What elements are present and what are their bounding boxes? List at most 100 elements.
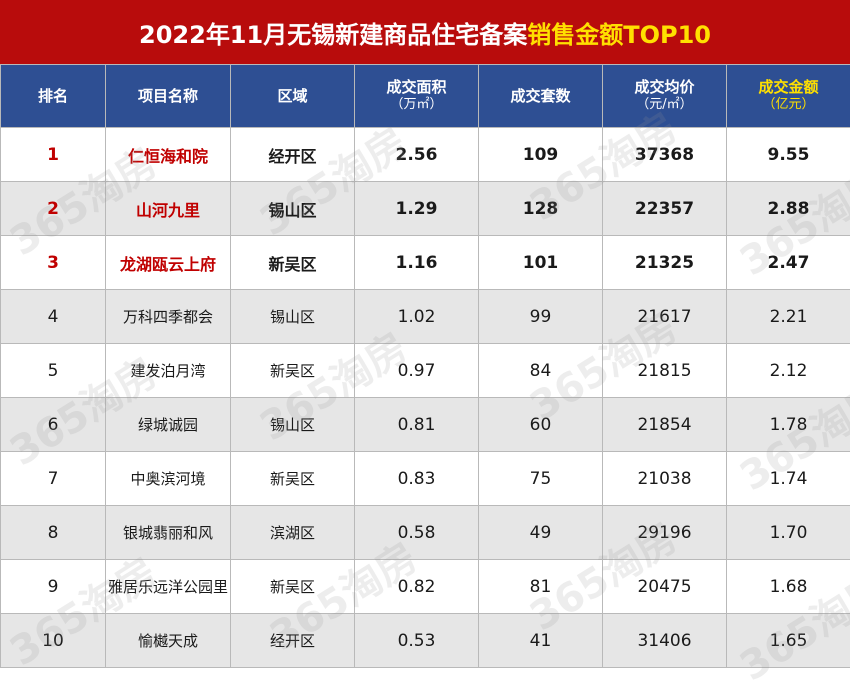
cell-area: 新吴区 <box>231 236 355 290</box>
cell-area: 经开区 <box>231 614 355 668</box>
header-floor-area: 成交面积 （万㎡） <box>355 65 479 128</box>
cell-name: 龙湖瓯云上府 <box>106 236 231 290</box>
cell-avg-price: 21038 <box>603 452 727 506</box>
cell-floor-area: 0.81 <box>355 398 479 452</box>
header-floor-area-unit: （万㎡） <box>355 96 478 114</box>
title-main: 2022年11月无锡新建商品住宅备案 <box>139 15 527 50</box>
cell-avg-price: 21815 <box>603 344 727 398</box>
cell-amount: 2.21 <box>727 290 850 344</box>
cell-floor-area: 1.02 <box>355 290 479 344</box>
title-highlight: 销售金额TOP10 <box>527 15 711 50</box>
cell-area: 锡山区 <box>231 182 355 236</box>
header-amount-unit: （亿元） <box>727 96 850 114</box>
header-row: 排名 项目名称 区域 成交面积 （万㎡） 成交套数 成交均价 （元/㎡） 成交金… <box>1 65 850 128</box>
cell-area: 新吴区 <box>231 452 355 506</box>
cell-area: 滨湖区 <box>231 506 355 560</box>
cell-rank: 1 <box>1 128 106 182</box>
cell-rank: 7 <box>1 452 106 506</box>
cell-area: 锡山区 <box>231 290 355 344</box>
cell-amount: 2.88 <box>727 182 850 236</box>
cell-amount: 1.68 <box>727 560 850 614</box>
cell-area: 锡山区 <box>231 398 355 452</box>
cell-units: 128 <box>479 182 603 236</box>
cell-floor-area: 1.16 <box>355 236 479 290</box>
header-amount: 成交金额 （亿元） <box>727 65 850 128</box>
header-avg-price-label: 成交均价 <box>634 78 694 96</box>
header-floor-area-label: 成交面积 <box>386 78 446 96</box>
chart-title: 2022年11月无锡新建商品住宅备案销售金额TOP10 <box>0 0 850 64</box>
cell-units: 41 <box>479 614 603 668</box>
cell-units: 109 <box>479 128 603 182</box>
cell-name: 雅居乐远洋公园里 <box>106 560 231 614</box>
cell-rank: 10 <box>1 614 106 668</box>
cell-rank: 6 <box>1 398 106 452</box>
cell-amount: 2.47 <box>727 236 850 290</box>
cell-area: 新吴区 <box>231 560 355 614</box>
header-name: 项目名称 <box>106 65 231 128</box>
cell-name: 万科四季都会 <box>106 290 231 344</box>
cell-units: 60 <box>479 398 603 452</box>
cell-amount: 1.74 <box>727 452 850 506</box>
cell-area: 经开区 <box>231 128 355 182</box>
cell-amount: 1.65 <box>727 614 850 668</box>
cell-rank: 2 <box>1 182 106 236</box>
cell-avg-price: 37368 <box>603 128 727 182</box>
cell-amount: 1.78 <box>727 398 850 452</box>
cell-rank: 3 <box>1 236 106 290</box>
cell-rank: 8 <box>1 506 106 560</box>
cell-units: 75 <box>479 452 603 506</box>
cell-amount: 1.70 <box>727 506 850 560</box>
cell-rank: 5 <box>1 344 106 398</box>
cell-rank: 9 <box>1 560 106 614</box>
cell-units: 81 <box>479 560 603 614</box>
sales-ranking-table: 排名 项目名称 区域 成交面积 （万㎡） 成交套数 成交均价 （元/㎡） 成交金… <box>0 64 850 668</box>
cell-units: 101 <box>479 236 603 290</box>
cell-name: 中奥滨河境 <box>106 452 231 506</box>
cell-avg-price: 20475 <box>603 560 727 614</box>
cell-units: 84 <box>479 344 603 398</box>
cell-name: 仁恒海和院 <box>106 128 231 182</box>
cell-floor-area: 0.83 <box>355 452 479 506</box>
cell-floor-area: 1.29 <box>355 182 479 236</box>
header-area: 区域 <box>231 65 355 128</box>
cell-floor-area: 2.56 <box>355 128 479 182</box>
header-rank: 排名 <box>1 65 106 128</box>
cell-avg-price: 21325 <box>603 236 727 290</box>
cell-name: 绿城诚园 <box>106 398 231 452</box>
header-avg-price-unit: （元/㎡） <box>603 96 726 114</box>
cell-avg-price: 31406 <box>603 614 727 668</box>
cell-units: 99 <box>479 290 603 344</box>
header-units: 成交套数 <box>479 65 603 128</box>
cell-amount: 2.12 <box>727 344 850 398</box>
cell-avg-price: 29196 <box>603 506 727 560</box>
cell-floor-area: 0.97 <box>355 344 479 398</box>
cell-name: 山河九里 <box>106 182 231 236</box>
ranking-page: 2022年11月无锡新建商品住宅备案销售金额TOP10 排名 项目名称 区域 成… <box>0 0 850 667</box>
cell-floor-area: 0.82 <box>355 560 479 614</box>
header-amount-label: 成交金额 <box>758 78 818 96</box>
cell-floor-area: 0.58 <box>355 506 479 560</box>
cell-amount: 9.55 <box>727 128 850 182</box>
cell-avg-price: 21854 <box>603 398 727 452</box>
cell-avg-price: 21617 <box>603 290 727 344</box>
cell-name: 建发泊月湾 <box>106 344 231 398</box>
cell-area: 新吴区 <box>231 344 355 398</box>
cell-floor-area: 0.53 <box>355 614 479 668</box>
cell-name: 银城翡丽和风 <box>106 506 231 560</box>
cell-units: 49 <box>479 506 603 560</box>
header-avg-price: 成交均价 （元/㎡） <box>603 65 727 128</box>
cell-name: 愉樾天成 <box>106 614 231 668</box>
cell-avg-price: 22357 <box>603 182 727 236</box>
cell-rank: 4 <box>1 290 106 344</box>
